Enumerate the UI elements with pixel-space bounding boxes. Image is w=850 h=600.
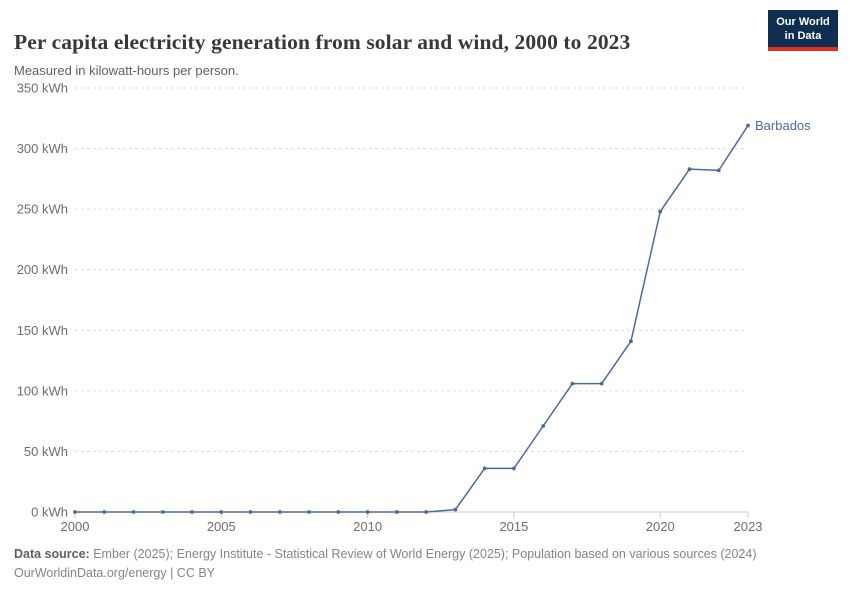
data-point-barbados-2009[interactable] [336, 510, 341, 514]
y-tick-label-50: 50 kWh [24, 444, 68, 459]
owid-logo: Our World in Data [768, 10, 838, 51]
owid-logo-line2: in Data [784, 30, 822, 42]
data-point-barbados-2016[interactable] [541, 424, 546, 428]
y-tick-label-250: 250 kWh [17, 202, 68, 217]
data-point-barbados-2004[interactable] [190, 510, 194, 514]
data-source-text: Ember (2025); Energy Institute - Statist… [89, 547, 757, 561]
data-point-barbados-2011[interactable] [394, 510, 399, 514]
data-point-barbados-2002[interactable] [131, 510, 136, 514]
data-source-line: Data source: Ember (2025); Energy Instit… [14, 545, 814, 564]
chart-footer: Data source: Ember (2025); Energy Instit… [14, 545, 814, 583]
data-point-barbados-2001[interactable] [102, 510, 107, 514]
data-point-barbados-2013[interactable] [453, 507, 458, 512]
data-point-barbados-2023[interactable] [746, 123, 750, 128]
data-point-barbados-2014[interactable] [482, 466, 487, 471]
owid-logo-line1: Our World [776, 16, 830, 28]
data-point-barbados-2010[interactable] [365, 510, 370, 514]
x-tick-label-2005: 2005 [207, 519, 236, 534]
page-title: Per capita electricity generation from s… [14, 30, 631, 55]
y-tick-label-150: 150 kWh [17, 323, 68, 338]
data-point-barbados-2012[interactable] [424, 510, 429, 514]
data-source-label: Data source: [14, 547, 90, 561]
chart-subtitle: Measured in kilowatt-hours per person. [14, 63, 239, 78]
y-tick-label-0: 0 kWh [31, 505, 68, 520]
license-line: OurWorldinData.org/energy | CC BY [14, 566, 216, 580]
x-tick-label-2010: 2010 [353, 519, 382, 534]
x-tick-label-2023: 2023 [734, 519, 763, 534]
data-point-barbados-2017[interactable] [570, 381, 575, 386]
data-point-barbados-2021[interactable] [687, 167, 692, 172]
y-tick-label-350: 350 kWh [17, 81, 68, 96]
data-point-barbados-2015[interactable] [512, 466, 516, 471]
x-tick-label-2000: 2000 [61, 519, 90, 534]
data-point-barbados-2008[interactable] [307, 510, 311, 514]
data-point-barbados-2007[interactable] [277, 510, 282, 514]
y-tick-label-200: 200 kWh [17, 262, 68, 277]
data-point-barbados-2006[interactable] [248, 510, 253, 514]
data-point-barbados-2005[interactable] [219, 510, 224, 514]
data-point-barbados-2022[interactable] [716, 168, 721, 173]
data-point-barbados-2020[interactable] [658, 209, 663, 214]
data-point-barbados-2000[interactable] [73, 510, 77, 514]
data-point-barbados-2003[interactable] [160, 510, 165, 514]
series-end-label-barbados[interactable]: Barbados [755, 118, 811, 133]
y-tick-label-100: 100 kWh [17, 383, 68, 398]
x-tick-label-2020: 2020 [646, 519, 675, 534]
data-line-barbados[interactable] [75, 125, 749, 513]
data-point-barbados-2018[interactable] [599, 381, 604, 386]
data-point-barbados-2019[interactable] [629, 339, 633, 344]
x-tick-label-2015: 2015 [499, 519, 528, 534]
y-tick-label-300: 300 kWh [17, 141, 68, 156]
